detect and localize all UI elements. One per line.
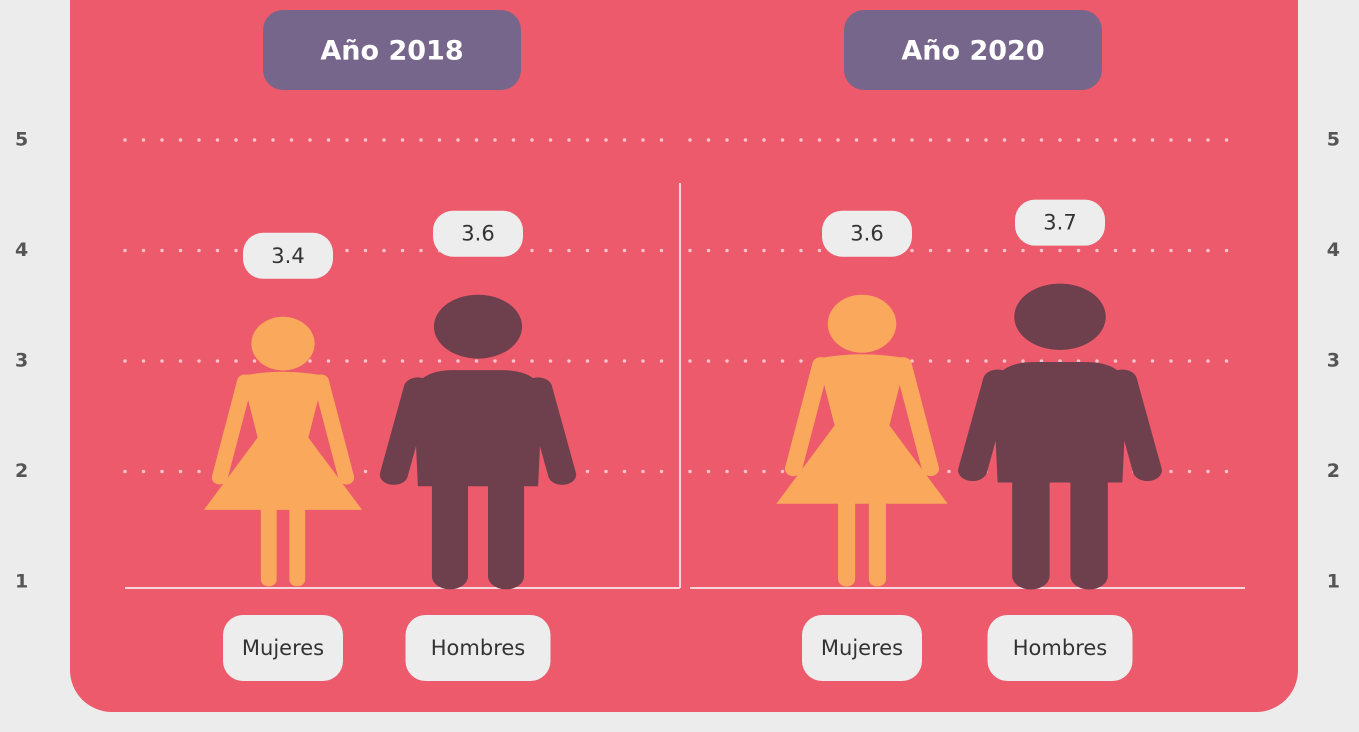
arms (784, 357, 940, 477)
value-label: 3.4 (271, 244, 304, 268)
head (433, 294, 523, 359)
head (827, 294, 897, 353)
torso (993, 362, 1127, 483)
legs (260, 503, 306, 587)
panel-title: Año 2018 (320, 36, 463, 67)
title-pill (263, 10, 521, 90)
category-label: Mujeres (821, 636, 903, 660)
category-pill (802, 615, 922, 681)
y-tick-label: 4 (15, 239, 28, 261)
legs (1012, 456, 1108, 590)
torso (413, 370, 543, 487)
y-tick-label: 3 (1327, 350, 1340, 372)
category-pill (987, 615, 1133, 681)
value-pill (243, 232, 333, 279)
panel-background (70, 0, 1298, 712)
value-label: 3.6 (461, 222, 494, 246)
man-figure (958, 283, 1162, 590)
dress (203, 371, 363, 510)
value-pill (822, 210, 912, 257)
y-tick-label: 4 (1327, 239, 1340, 261)
y-tick-label: 5 (1327, 129, 1340, 151)
value-label: 3.7 (1043, 211, 1076, 235)
y-tick-label: 2 (15, 460, 28, 482)
y-tick-label: 5 (15, 129, 28, 151)
title-pill (844, 10, 1102, 90)
category-pill (223, 615, 343, 681)
legs (838, 496, 886, 587)
y-tick-label: 3 (15, 350, 28, 372)
woman-figure (203, 316, 363, 587)
value-pill (1015, 199, 1105, 246)
y-tick-label: 2 (1327, 460, 1340, 482)
y-tick-label: 1 (1327, 571, 1340, 593)
arms (958, 369, 1162, 482)
value-pill (433, 210, 523, 257)
arms (379, 377, 577, 485)
category-label: Hombres (1013, 636, 1107, 660)
y-tick-label: 1 (15, 571, 28, 593)
arms (211, 374, 355, 485)
category-pill (405, 615, 551, 681)
man-figure (379, 294, 577, 590)
category-label: Mujeres (242, 636, 324, 660)
category-label: Hombres (431, 636, 525, 660)
head (1014, 283, 1106, 350)
panel-title: Año 2020 (901, 36, 1044, 67)
value-label: 3.6 (850, 222, 883, 246)
dress (776, 354, 948, 504)
head (251, 316, 315, 371)
legs (431, 461, 525, 590)
woman-figure (776, 294, 948, 587)
